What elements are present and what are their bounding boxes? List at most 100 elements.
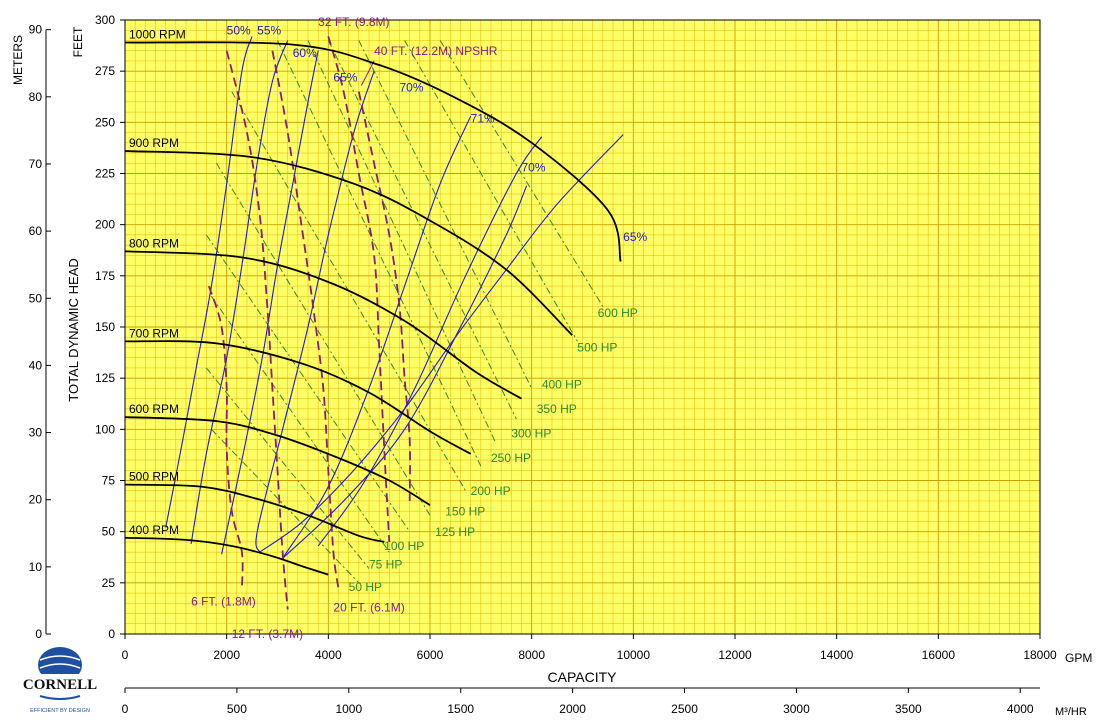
meters-tick-label: 20 [29, 493, 43, 507]
m3hr-tick-label: 3500 [895, 702, 922, 716]
x2-unit-label: M³/HR [1055, 706, 1087, 718]
speed-label: 800 RPM [129, 236, 179, 250]
power-line [358, 40, 533, 389]
m3hr-tick-label: 4000 [1007, 702, 1034, 716]
npsh-curve [327, 36, 391, 542]
meters-tick-label: 50 [29, 291, 43, 305]
power-label: 150 HP [445, 504, 485, 518]
x-tick-label: 12000 [718, 648, 752, 662]
y-tick-label: 25 [102, 576, 116, 590]
meters-tick-label: 10 [29, 560, 43, 574]
npsh-curve [271, 50, 340, 590]
power-label: 500 HP [577, 341, 617, 355]
y-tick-label: 300 [95, 13, 115, 27]
x-tick-label: 4000 [315, 648, 342, 662]
efficiency-curve [190, 40, 289, 544]
axis-labels: CAPACITY GPM M³/HR TOTAL DYNAMIC HEAD FE… [11, 26, 1092, 718]
efficiency-curve [317, 136, 543, 547]
m3hr-tick-label: 2500 [671, 702, 698, 716]
power-label: 400 HP [542, 377, 582, 391]
x-tick-label: 8000 [518, 648, 545, 662]
efficiency-curve [282, 115, 472, 559]
cornell-logo: CORNELL EFFICIENT BY DESIGN [14, 647, 106, 714]
grid [124, 19, 1041, 635]
npsh-label: 20 FT. (6.1M) [333, 600, 404, 614]
meters-tick-label: 70 [29, 157, 43, 171]
efficiency-label: 71% [471, 111, 495, 125]
speed-label: 500 RPM [129, 470, 179, 484]
y-tick-label: 175 [95, 269, 115, 283]
x-unit-label: GPM [1065, 651, 1092, 665]
npsh-curves: 6 FT. (1.8M) 12 FT. (3.7M) 20 FT. (6.1M) 32… [191, 15, 498, 641]
logo-text: CORNELL [23, 677, 97, 693]
npsh-label: 12 FT. (3.7M) [232, 627, 303, 641]
efficiency-label: 55% [257, 23, 281, 37]
speed-curves: 1000 RPM 900 RPM 800 RPM 700 RPM 600 RPM 500 … [124, 28, 622, 576]
power-line [307, 40, 497, 444]
x-tick-label: 2000 [213, 648, 240, 662]
y2-unit-label: METERS [11, 35, 25, 85]
m3hr-tick-label: 1500 [447, 702, 474, 716]
speed-curve [124, 41, 622, 262]
m3hr-tick-label: 3000 [783, 702, 810, 716]
meters-tick-label: 90 [29, 23, 43, 37]
m3hr-tick-label: 500 [227, 702, 247, 716]
meters-tick-label: 0 [35, 627, 42, 641]
meters-tick-label: 60 [29, 224, 43, 238]
efficiency-curve [221, 50, 319, 555]
speed-label: 900 RPM [129, 136, 179, 150]
speed-label: 400 RPM [129, 523, 179, 537]
m3hr-tick-label: 2000 [559, 702, 586, 716]
x-tick-label: 6000 [417, 648, 444, 662]
power-line [404, 40, 578, 342]
power-label: 600 HP [598, 306, 638, 320]
power-label: 200 HP [471, 484, 511, 498]
power-label: 50 HP [349, 580, 382, 594]
x-tick-label: 10000 [617, 648, 651, 662]
y-axis-title: TOTAL DYNAMIC HEAD [66, 258, 81, 402]
efficiency-label: 70% [522, 160, 546, 174]
x-tick-label: 18000 [1023, 648, 1057, 662]
power-line [216, 163, 431, 516]
y-tick-label: 150 [95, 320, 115, 334]
m3hr-tick-label: 0 [122, 702, 129, 716]
npsh-curve [357, 91, 411, 502]
logo-tagline: EFFICIENT BY DESIGN [30, 708, 90, 714]
power-label: 250 HP [491, 451, 531, 465]
power-label: 75 HP [369, 558, 402, 572]
y-tick-label: 0 [108, 627, 115, 641]
npsh-label: 6 FT. (1.8M) [191, 594, 256, 608]
y-tick-label: 100 [95, 422, 115, 436]
power-label: 350 HP [537, 402, 577, 416]
axes: 0 2000 4000 6000 8000 10000 12000 14000 16000 180… [29, 13, 1057, 716]
speed-curve [124, 536, 329, 576]
npsh-label: 40 FT. (12.2M) NPSHR [374, 44, 498, 58]
efficiency-curve [165, 36, 253, 528]
speed-label: 700 RPM [129, 326, 179, 340]
x-tick-label: 14000 [820, 648, 854, 662]
efficiency-label: 50% [227, 23, 251, 37]
efficiency-curve [255, 71, 375, 553]
power-label: 300 HP [511, 427, 551, 441]
efficiency-label: 65% [623, 230, 647, 244]
npsh-label: 32 FT. (9.8M) [318, 15, 389, 29]
npsh-leader-line [360, 60, 375, 86]
npsh-curve [225, 50, 289, 610]
power-line [211, 296, 390, 553]
x-tick-label: 16000 [922, 648, 956, 662]
power-line [327, 40, 517, 420]
y-tick-label: 225 [95, 167, 115, 181]
y-tick-label: 125 [95, 371, 115, 385]
power-line [205, 367, 370, 569]
speed-curve [124, 150, 573, 336]
meters-tick-label: 30 [29, 426, 43, 440]
power-line [439, 40, 604, 307]
y-tick-label: 275 [95, 64, 115, 78]
meters-tick-label: 40 [29, 358, 43, 372]
y-unit-label: FEET [71, 26, 85, 57]
y-tick-label: 200 [95, 218, 115, 232]
x-tick-label: 0 [122, 648, 129, 662]
m3hr-tick-label: 1000 [335, 702, 362, 716]
power-label: 100 HP [384, 539, 424, 553]
